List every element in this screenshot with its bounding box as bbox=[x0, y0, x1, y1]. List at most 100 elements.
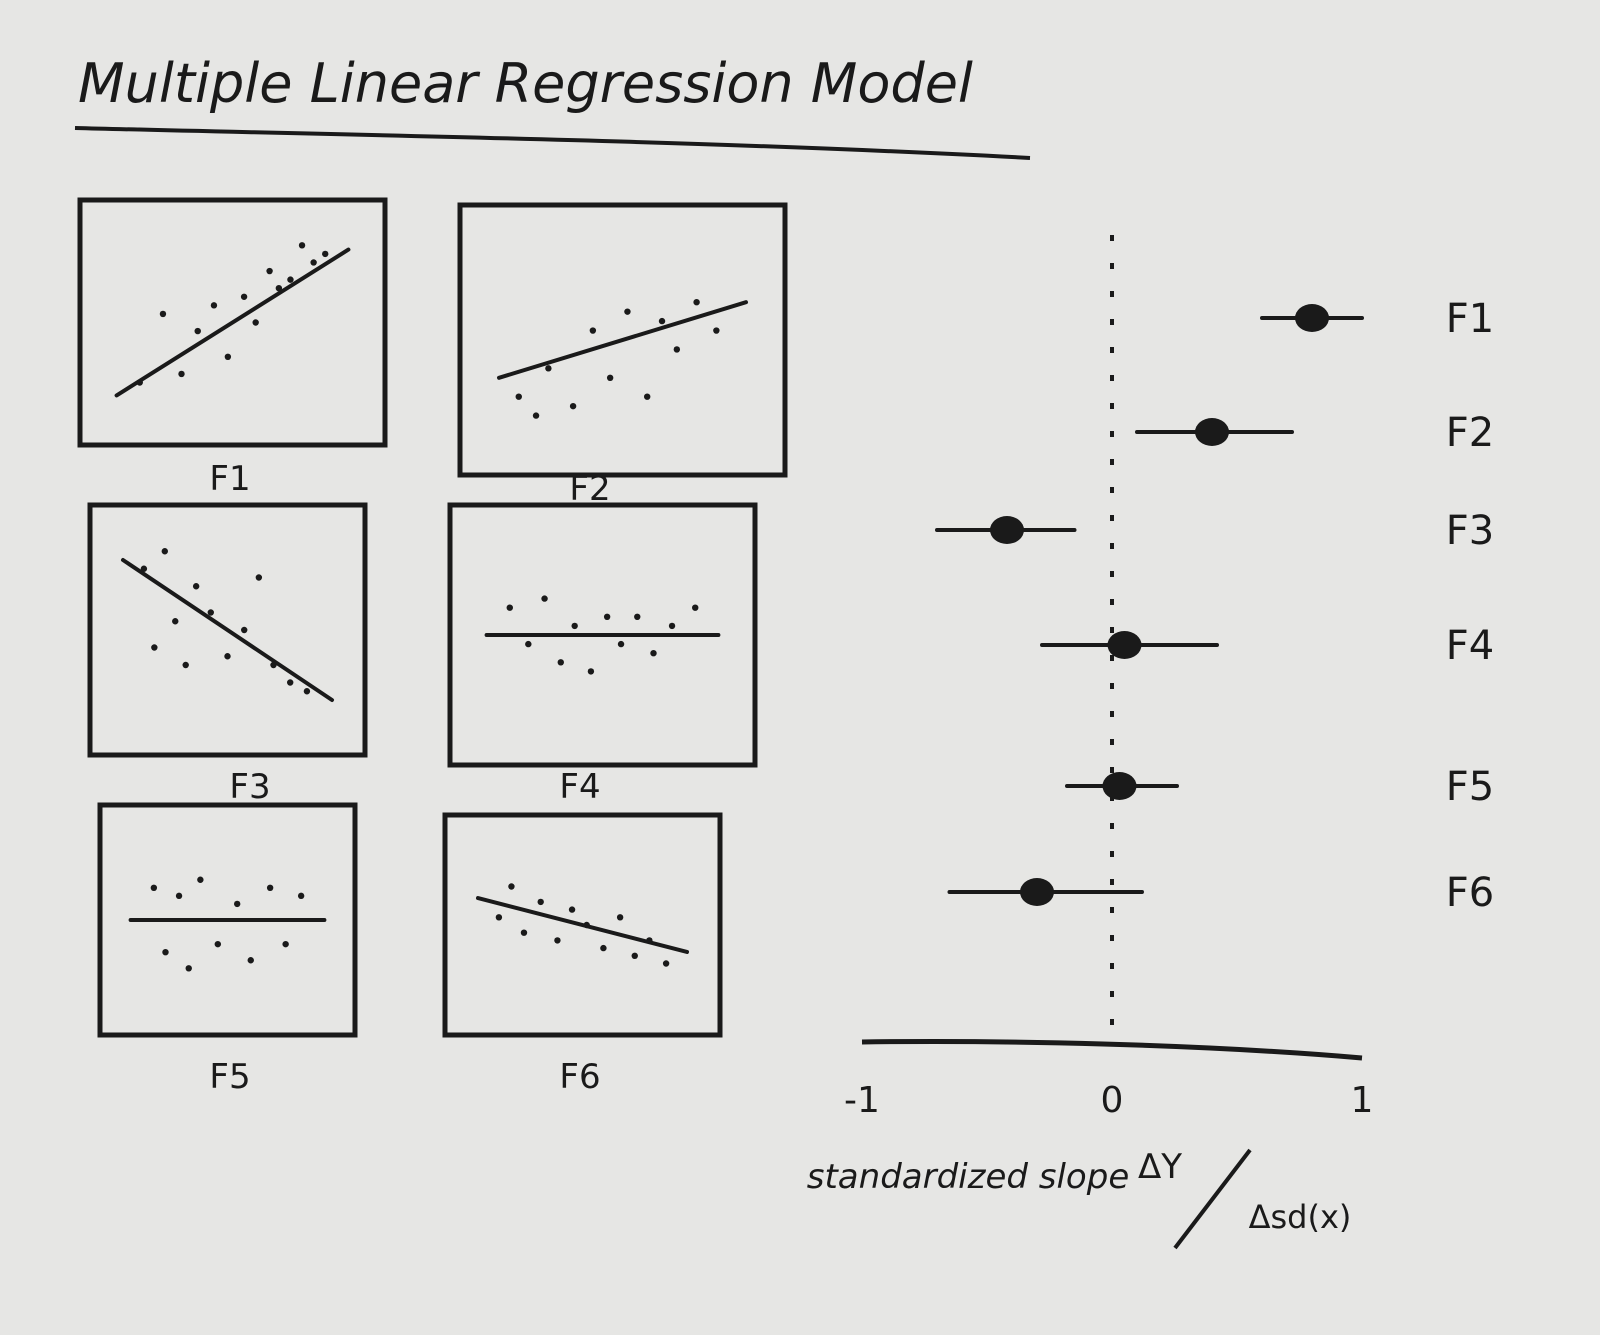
scatter-point bbox=[557, 659, 564, 666]
point-estimate bbox=[1020, 878, 1054, 906]
scatter-point bbox=[161, 548, 168, 555]
panel-label: F3 bbox=[229, 767, 270, 807]
scatter-point bbox=[616, 914, 624, 921]
scatter-point bbox=[545, 365, 552, 372]
scatter-point bbox=[532, 412, 540, 419]
scatter-point bbox=[182, 661, 189, 669]
row-label: F2 bbox=[1446, 410, 1494, 456]
scatter-point bbox=[322, 250, 329, 258]
scatter-point bbox=[568, 906, 576, 913]
scatter-point bbox=[644, 393, 651, 400]
scatter-point bbox=[185, 965, 192, 972]
x-axis-formula-denominator: Δsd(x) bbox=[1249, 1198, 1352, 1236]
scatter-point bbox=[650, 650, 657, 657]
forest-row-f3: F3 bbox=[935, 508, 1494, 554]
scatter-point bbox=[541, 595, 548, 602]
scatter-point bbox=[224, 353, 232, 360]
scatter-point bbox=[178, 370, 185, 378]
scatter-point bbox=[693, 299, 700, 306]
scatter-point bbox=[303, 688, 311, 695]
scatter-point bbox=[150, 884, 158, 891]
scatter-point bbox=[631, 952, 638, 959]
scatter-point bbox=[287, 679, 294, 686]
x-tick-label: 1 bbox=[1351, 1080, 1374, 1121]
page-title: Multiple Linear Regression Model bbox=[78, 52, 973, 115]
x-axis-line bbox=[861, 1039, 1363, 1061]
scatter-point bbox=[233, 900, 241, 908]
scatter-point bbox=[692, 604, 699, 611]
panel-f2: F2 bbox=[457, 202, 788, 509]
row-label: F1 bbox=[1446, 296, 1494, 342]
scatter-point bbox=[658, 317, 666, 325]
scatter-point bbox=[554, 937, 561, 944]
trend-line bbox=[497, 300, 748, 380]
row-label: F6 bbox=[1446, 870, 1494, 916]
panel-frame bbox=[447, 502, 758, 768]
forest-row-f2: F2 bbox=[1135, 410, 1494, 456]
scatter-point bbox=[162, 949, 169, 956]
panel-f1: F1 bbox=[77, 197, 388, 499]
scatter-point bbox=[662, 960, 670, 967]
panel-frame bbox=[442, 812, 723, 1038]
x-axis-formula-slash bbox=[1173, 1148, 1252, 1250]
scatter-point bbox=[587, 668, 595, 675]
point-estimate bbox=[1107, 631, 1142, 659]
panel-label: F5 bbox=[209, 1057, 250, 1097]
scatter-point bbox=[224, 653, 231, 660]
scatter-point bbox=[515, 393, 522, 400]
scatter-point bbox=[210, 302, 218, 309]
scatter-point bbox=[282, 940, 289, 948]
scatter-point bbox=[151, 644, 158, 651]
scatter-point bbox=[297, 892, 305, 900]
scatter-point bbox=[713, 327, 720, 334]
x-axis-formula-numerator: ΔY bbox=[1138, 1147, 1182, 1187]
scatter-point bbox=[247, 957, 254, 964]
scatter-point bbox=[298, 242, 306, 249]
scatter-point bbox=[159, 310, 167, 318]
scatter-point bbox=[275, 285, 283, 292]
scatter-point bbox=[673, 346, 681, 353]
trend-line bbox=[121, 558, 334, 702]
scatter-point bbox=[571, 622, 578, 630]
scatter-point bbox=[241, 626, 248, 634]
scatter-point bbox=[634, 613, 641, 620]
scatter-point bbox=[600, 944, 607, 952]
scatter-point bbox=[207, 609, 214, 616]
scatter-point bbox=[520, 929, 528, 936]
x-axis-label: standardized slope bbox=[807, 1157, 1129, 1197]
scatter-point bbox=[508, 883, 515, 890]
scatter-point bbox=[252, 319, 259, 326]
row-label: F4 bbox=[1446, 623, 1494, 669]
panel-label: F1 bbox=[209, 459, 250, 499]
panel-frame bbox=[457, 202, 788, 478]
row-label: F5 bbox=[1446, 764, 1494, 810]
scatter-point bbox=[606, 374, 614, 381]
scatter-point bbox=[214, 940, 222, 948]
scatter-point bbox=[194, 327, 201, 335]
title-underline bbox=[74, 126, 1031, 160]
trend-line bbox=[476, 896, 689, 954]
panel-frame bbox=[97, 802, 358, 1038]
forest-rows: F1 F2 F3 F4 F5 F6 bbox=[935, 296, 1494, 916]
panel-f5: F5 bbox=[97, 802, 358, 1097]
scatter-point bbox=[495, 914, 503, 921]
scatter-point bbox=[537, 898, 544, 906]
panel-frame bbox=[87, 502, 368, 758]
panel-frame bbox=[77, 197, 388, 448]
scatter-point bbox=[197, 876, 204, 883]
scatter-point bbox=[175, 892, 183, 900]
scatter-point bbox=[624, 308, 631, 315]
scatter-point bbox=[506, 604, 513, 611]
forest-row-f4: F4 bbox=[1040, 623, 1494, 669]
panel-f6: F6 bbox=[442, 812, 723, 1097]
scatter-point bbox=[140, 565, 148, 572]
row-label: F3 bbox=[1446, 508, 1494, 554]
scatter-point bbox=[172, 618, 179, 625]
scatter-point bbox=[255, 574, 263, 581]
forest-row-f6: F6 bbox=[947, 870, 1494, 916]
point-estimate bbox=[990, 516, 1024, 544]
point-estimate bbox=[1102, 772, 1137, 800]
scatter-point bbox=[603, 613, 611, 620]
